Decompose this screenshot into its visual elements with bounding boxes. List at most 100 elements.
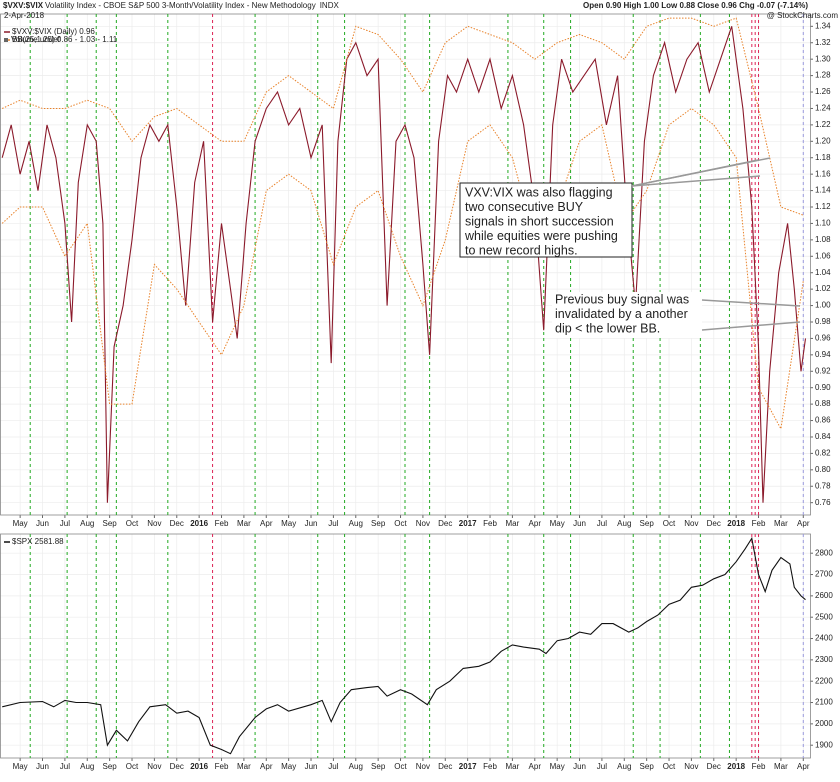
y-tick-label: 1.16 <box>815 169 831 178</box>
x-tick-label: May <box>281 762 296 771</box>
x-tick-label: Dec <box>438 519 452 528</box>
x-tick-label: Nov <box>147 762 161 771</box>
x-tick-label: Feb <box>483 519 497 528</box>
x-tick-label: Aug <box>349 762 363 771</box>
x-tick-label: Sep <box>103 519 118 528</box>
callout-line <box>701 321 801 331</box>
x-tick-label: Oct <box>394 762 407 771</box>
y-tick-label: 0.82 <box>815 449 831 458</box>
x-tick-label: 2018 <box>727 762 745 771</box>
x-tick-label: Jul <box>328 519 338 528</box>
x-tick-label: Nov <box>684 519 698 528</box>
annotation-text: signals in short succession <box>465 214 614 228</box>
legend-entry: $VXV:$VIX (Daily) 0.96 <box>12 27 95 36</box>
legend-entry: BB(25,1.25) 0.86 - 1.03 - 1.11 <box>12 35 118 44</box>
y-tick-label: 1.12 <box>815 202 831 211</box>
y-tick-label: 1.32 <box>815 38 831 47</box>
x-tick-label: Oct <box>663 519 676 528</box>
x-tick-label: Dec <box>170 762 184 771</box>
y-tick-label: 1.24 <box>815 104 831 113</box>
annotation-text: two consecutive BUY <box>465 200 584 214</box>
x-tick-label: Nov <box>147 519 161 528</box>
chart-title: Volatility Index - CBOE S&P 500 3-Month/… <box>45 1 316 10</box>
y-tick-label: 1.06 <box>815 251 831 260</box>
x-tick-label: Jun <box>573 762 586 771</box>
y-tick-label: 2000 <box>815 719 833 728</box>
x-tick-label: Jun <box>36 519 49 528</box>
y-tick-label: 1.30 <box>815 54 831 63</box>
x-tick-label: Feb <box>752 519 766 528</box>
x-tick-label: Oct <box>663 762 676 771</box>
x-tick-label: May <box>13 762 28 771</box>
y-tick-label: 0.86 <box>815 416 831 425</box>
x-tick-label: Dec <box>707 519 721 528</box>
y-tick-label: 1.22 <box>815 120 831 129</box>
callout-line <box>631 157 771 187</box>
x-tick-label: May <box>281 519 296 528</box>
x-tick-label: Jun <box>305 762 318 771</box>
x-tick-label: Apr <box>529 519 542 528</box>
x-tick-label: Oct <box>126 519 139 528</box>
x-tick-label: Jul <box>597 519 607 528</box>
x-tick-label: Feb <box>215 519 229 528</box>
annotation-text: invalidated by a another <box>555 307 688 321</box>
y-tick-label: 2100 <box>815 698 833 707</box>
x-tick-label: Apr <box>797 519 810 528</box>
annotation-text: while equities were pushing <box>464 229 618 243</box>
price-line <box>2 536 806 755</box>
x-tick-label: Mar <box>774 762 788 771</box>
y-tick-label: 0.96 <box>815 334 831 343</box>
x-tick-label: Feb <box>752 762 766 771</box>
x-tick-label: Apr <box>260 519 273 528</box>
x-tick-label: Dec <box>707 762 721 771</box>
y-tick-label: 1.00 <box>815 301 831 310</box>
y-tick-label: 0.80 <box>815 465 831 474</box>
x-tick-label: Aug <box>349 519 363 528</box>
x-tick-label: 2018 <box>727 519 745 528</box>
annotation-text: to new record highs. <box>465 243 578 257</box>
y-tick-label: 0.98 <box>815 317 831 326</box>
x-tick-label: Jun <box>573 519 586 528</box>
x-tick-label: May <box>550 519 565 528</box>
y-tick-label: 2800 <box>815 548 833 557</box>
chart-date: 2-Apr-2018 <box>4 11 45 20</box>
y-tick-label: 1.20 <box>815 136 831 145</box>
annotation-text: Previous buy signal was <box>555 292 689 306</box>
x-tick-label: Apr <box>797 762 810 771</box>
annotation-box <box>459 182 633 258</box>
y-tick-label: 0.92 <box>815 366 831 375</box>
x-tick-label: Mar <box>506 519 520 528</box>
x-tick-label: Nov <box>416 519 430 528</box>
band-upper <box>1 17 804 216</box>
x-tick-label: Oct <box>126 762 139 771</box>
x-tick-label: Jul <box>60 762 70 771</box>
x-tick-label: Feb <box>215 762 229 771</box>
callout-line <box>631 175 761 187</box>
x-tick-label: 2016 <box>190 762 208 771</box>
y-tick-label: 0.88 <box>815 399 831 408</box>
y-tick-label: 2500 <box>815 612 833 621</box>
callout-line <box>701 299 801 307</box>
x-tick-label: Jul <box>60 519 70 528</box>
y-tick-label: 1.34 <box>815 21 831 30</box>
x-tick-label: Sep <box>371 519 386 528</box>
x-tick-label: Sep <box>640 519 655 528</box>
legend-swatch <box>4 38 8 42</box>
price-line <box>1 26 807 503</box>
x-tick-label: Jun <box>36 762 49 771</box>
x-tick-label: Aug <box>80 519 94 528</box>
x-tick-label: Jun <box>305 519 318 528</box>
x-tick-label: Dec <box>170 519 184 528</box>
y-tick-label: 1.10 <box>815 219 831 228</box>
y-tick-label: 2200 <box>815 676 833 685</box>
x-tick-label: Aug <box>617 762 631 771</box>
legend-entry: $SPX 2581.88 <box>12 537 64 546</box>
y-tick-label: 1.26 <box>815 87 831 96</box>
annotation-text: dip < the lower BB. <box>555 321 660 335</box>
y-tick-label: 0.90 <box>815 383 831 392</box>
y-tick-label: 2300 <box>815 655 833 664</box>
annotation-text: VXV:VIX was also flagging <box>465 185 613 199</box>
x-tick-label: Mar <box>237 762 251 771</box>
